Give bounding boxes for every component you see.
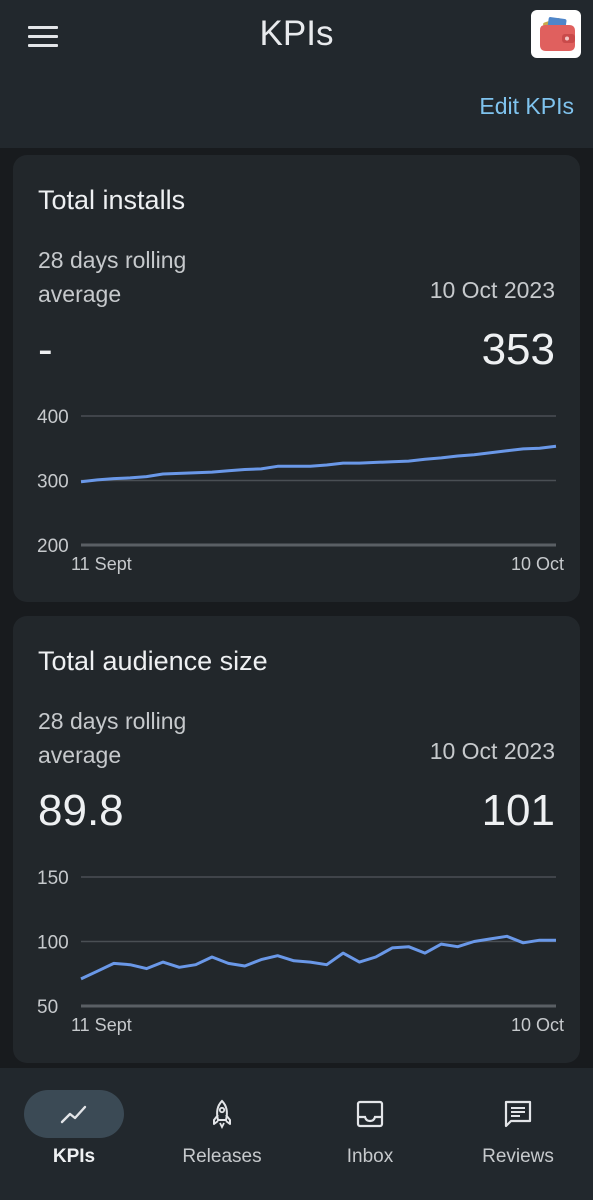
rolling-average-label: 28 days rolling average — [38, 247, 187, 307]
bottom-navigation: KPIs Releases Inbox Reviews — [0, 1068, 593, 1200]
y-tick-label: 400 — [37, 407, 69, 428]
x-tick-label-start: 11 Sept — [71, 554, 132, 574]
nav-label: Inbox — [346, 1146, 394, 1167]
date-label: 10 Oct 2023 — [429, 277, 555, 303]
x-tick-label-end: 10 Oct — [511, 1015, 564, 1035]
nav-active-indicator — [24, 1090, 124, 1138]
nav-label: KPIs — [52, 1146, 96, 1167]
inbox-icon — [356, 1100, 384, 1128]
rolling-average-value: - — [38, 325, 53, 374]
nav-label: Releases — [182, 1146, 262, 1167]
nav-item-reviews[interactable]: Reviews — [448, 1090, 588, 1190]
nav-item-releases[interactable]: Releases — [152, 1090, 292, 1190]
installs-line-chart: 400 300 200 11 Sept 10 Oct — [13, 395, 580, 585]
card-title: Total audience size — [38, 646, 268, 676]
nav-item-inbox[interactable]: Inbox — [300, 1090, 440, 1190]
rolling-average-value: 89.8 — [38, 786, 124, 835]
rocket-icon — [213, 1099, 231, 1129]
kpi-card-total-audience-size[interactable]: Total audience size 28 days rolling aver… — [13, 616, 580, 1063]
trending-up-icon — [60, 1105, 87, 1124]
date-label: 10 Oct 2023 — [429, 738, 555, 764]
series-line — [80, 444, 557, 484]
top-app-bar: KPIs Edit KPIs — [0, 0, 593, 148]
y-tick-label: 200 — [37, 536, 69, 557]
menu-icon[interactable] — [28, 26, 58, 48]
audience-line-chart: 150 100 50 11 Sept 10 Oct — [13, 856, 580, 1046]
card-title: Total installs — [38, 185, 186, 215]
current-value: 353 — [481, 325, 555, 374]
y-tick-label: 150 — [37, 868, 69, 889]
app-icon-avatar[interactable] — [531, 10, 581, 58]
line-chart-svg: 150 100 50 11 Sept 10 Oct — [37, 868, 564, 1035]
kpi-card-total-installs[interactable]: Total installs 28 days rolling average 1… — [13, 155, 580, 602]
nav-item-kpis[interactable]: KPIs — [4, 1090, 144, 1190]
y-tick-label: 100 — [37, 933, 69, 954]
x-tick-label-end: 10 Oct — [511, 554, 564, 574]
rolling-average-label: 28 days rolling average — [38, 708, 187, 768]
series-line — [80, 934, 556, 981]
reviews-icon — [504, 1100, 532, 1128]
edit-kpis-link[interactable]: Edit KPIs — [479, 93, 574, 119]
y-tick-label: 50 — [37, 997, 58, 1018]
y-tick-label: 300 — [37, 472, 69, 493]
current-value: 101 — [481, 786, 555, 835]
x-tick-label-start: 11 Sept — [71, 1015, 132, 1035]
page-title: KPIs — [259, 14, 334, 53]
nav-label: Reviews — [482, 1146, 554, 1167]
